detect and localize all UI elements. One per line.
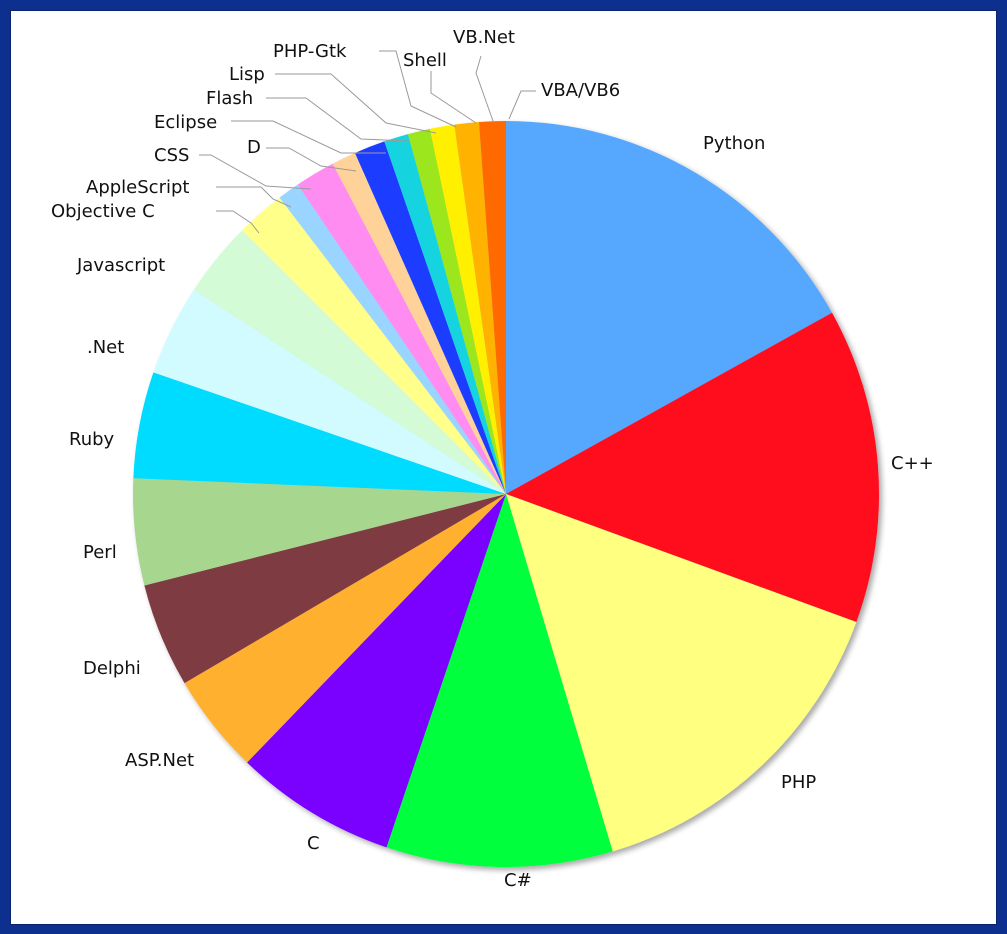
slice-label-eclipse: Eclipse xyxy=(154,112,217,133)
slice-label-asp-net: ASP.Net xyxy=(125,750,194,771)
pie-slice-applescript xyxy=(279,184,506,494)
pie-slice-perl xyxy=(132,478,506,586)
slice-label-lisp: Lisp xyxy=(229,64,265,85)
slice-label-python: Python xyxy=(703,133,765,154)
slice-label-perl: Perl xyxy=(83,542,117,563)
pie-chart: Python C++ PHP C# C ASP.Net Delphi Perl Ruby .Net… xyxy=(51,27,934,891)
pie-slice-c xyxy=(247,494,506,848)
leader-line-vba-vb6 xyxy=(508,90,536,120)
slice-label-php-gtk: PHP-Gtk xyxy=(273,41,347,62)
pie-slice-flash xyxy=(384,134,506,494)
pie-slice-vb-net xyxy=(478,121,506,494)
pie-slices xyxy=(132,121,879,868)
leader-line-shell xyxy=(430,71,477,124)
slice-label-d: D xyxy=(247,137,261,158)
slice-label-php: PHP xyxy=(781,772,816,793)
slice-label-net: .Net xyxy=(87,337,124,358)
slice-label-c: C++ xyxy=(891,453,934,474)
slice-label-objective-c: Objective C xyxy=(51,201,155,222)
leader-line-php-gtk xyxy=(379,50,457,128)
slice-label-delphi: Delphi xyxy=(83,658,141,679)
leader-line-flash xyxy=(266,97,410,142)
pie-slice-ruby xyxy=(133,372,506,494)
pie-slice-php xyxy=(506,494,857,852)
slice-label-ruby: Ruby xyxy=(69,429,115,450)
leader-line-css xyxy=(199,154,312,190)
slice-label-flash: Flash xyxy=(206,88,253,109)
pie-slice-php-gtk xyxy=(429,124,506,494)
slice-label-javascript: Javascript xyxy=(76,255,165,276)
pie-slice-d xyxy=(332,152,506,495)
pie-slice-python xyxy=(506,121,832,494)
pie-slice-asp-net xyxy=(184,494,506,763)
slice-label-vb-net: VB.Net xyxy=(453,27,515,48)
pie-slice-delphi xyxy=(144,494,507,684)
slice-label-applescript: AppleScript xyxy=(86,177,189,198)
chart-frame: Python C++ PHP C# C ASP.Net Delphi Perl Ruby .Net… xyxy=(10,10,997,925)
slice-label-shell: Shell xyxy=(403,50,447,71)
slice-label-c: C# xyxy=(504,870,532,891)
pie-slice-lisp xyxy=(408,128,506,494)
slice-label-c: C xyxy=(307,833,320,854)
leader-line-eclipse xyxy=(231,120,386,154)
leader-line-objective-c xyxy=(216,210,260,234)
pie-slice-shell xyxy=(454,121,506,495)
pie-slice-css xyxy=(297,163,506,494)
leader-line-d xyxy=(266,147,357,172)
pie-slice-c xyxy=(386,494,613,868)
leader-line-applescript xyxy=(216,186,292,208)
pie-slice-eclipse xyxy=(354,141,506,494)
pie-slice-objective-c xyxy=(242,197,506,494)
pie-slice-net xyxy=(153,289,506,494)
slice-label-css: CSS xyxy=(154,145,189,166)
leader-line-vb-net xyxy=(475,55,494,122)
slice-label-vba-vb6: VBA/VB6 xyxy=(541,80,620,101)
pie-slice-c xyxy=(506,312,879,623)
leader-line-lisp xyxy=(275,73,437,134)
pie-slice-javascript xyxy=(193,230,506,494)
